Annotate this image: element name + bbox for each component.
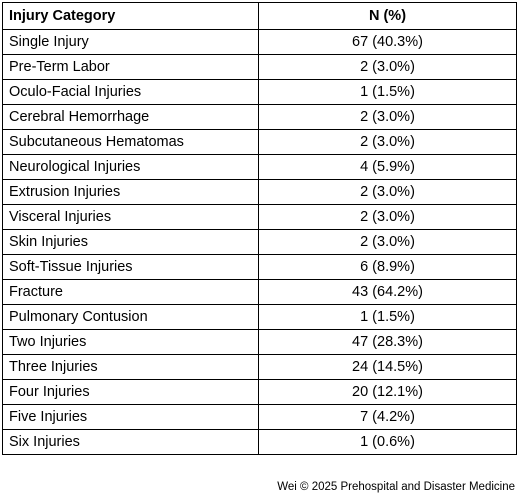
table-row: Oculo-Facial Injuries 1 (1.5%)	[2, 79, 517, 105]
row-count: 1 (1.5%)	[258, 79, 517, 105]
row-count: 1 (0.6%)	[258, 429, 517, 455]
row-category: Soft-Tissue Injuries	[2, 254, 259, 280]
table-row: Four Injuries 20 (12.1%)	[2, 379, 517, 405]
table-row: Soft-Tissue Injuries 6 (8.9%)	[2, 254, 517, 280]
copyright-caption: Wei © 2025 Prehospital and Disaster Medi…	[277, 481, 515, 493]
table-row: Three Injuries 24 (14.5%)	[2, 354, 517, 380]
row-category: Visceral Injuries	[2, 204, 259, 230]
table-row: Two Injuries 47 (28.3%)	[2, 329, 517, 355]
row-count: 67 (40.3%)	[258, 29, 517, 55]
table-row: Neurological Injuries 4 (5.9%)	[2, 154, 517, 180]
row-category: Single Injury	[2, 29, 259, 55]
row-count: 24 (14.5%)	[258, 354, 517, 380]
table-body: Single Injury 67 (40.3%) Pre-Term Labor …	[2, 29, 517, 455]
row-count: 4 (5.9%)	[258, 154, 517, 180]
table-header: Injury Category N (%)	[2, 2, 517, 30]
table-row: Single Injury 67 (40.3%)	[2, 29, 517, 55]
row-count: 2 (3.0%)	[258, 129, 517, 155]
row-category: Skin Injuries	[2, 229, 259, 255]
table-row: Pre-Term Labor 2 (3.0%)	[2, 54, 517, 80]
table-row: Fracture 43 (64.2%)	[2, 279, 517, 305]
row-category: Neurological Injuries	[2, 154, 259, 180]
row-count: 43 (64.2%)	[258, 279, 517, 305]
row-category: Extrusion Injuries	[2, 179, 259, 205]
table-row: Subcutaneous Hematomas 2 (3.0%)	[2, 129, 517, 155]
row-category: Six Injuries	[2, 429, 259, 455]
row-category: Five Injuries	[2, 404, 259, 430]
table-row: Visceral Injuries 2 (3.0%)	[2, 204, 517, 230]
row-category: Two Injuries	[2, 329, 259, 355]
row-category: Subcutaneous Hematomas	[2, 129, 259, 155]
header-row: Injury Category N (%)	[2, 2, 517, 30]
injury-category-table: Injury Category N (%) Single Injury 67 (…	[2, 2, 517, 455]
row-count: 2 (3.0%)	[258, 179, 517, 205]
row-count: 2 (3.0%)	[258, 54, 517, 80]
row-count: 7 (4.2%)	[258, 404, 517, 430]
row-category: Cerebral Hemorrhage	[2, 104, 259, 130]
row-category: Pulmonary Contusion	[2, 304, 259, 330]
table-row: Cerebral Hemorrhage 2 (3.0%)	[2, 104, 517, 130]
header-injury-category: Injury Category	[2, 2, 259, 30]
table-row: Extrusion Injuries 2 (3.0%)	[2, 179, 517, 205]
row-category: Three Injuries	[2, 354, 259, 380]
header-n-percent: N (%)	[258, 2, 517, 30]
row-category: Oculo-Facial Injuries	[2, 79, 259, 105]
row-count: 20 (12.1%)	[258, 379, 517, 405]
table-row: Six Injuries 1 (0.6%)	[2, 429, 517, 455]
row-count: 2 (3.0%)	[258, 104, 517, 130]
table-row: Pulmonary Contusion 1 (1.5%)	[2, 304, 517, 330]
table-row: Five Injuries 7 (4.2%)	[2, 404, 517, 430]
row-count: 6 (8.9%)	[258, 254, 517, 280]
injury-table-container: Injury Category N (%) Single Injury 67 (…	[2, 2, 517, 455]
row-category: Pre-Term Labor	[2, 54, 259, 80]
row-category: Four Injuries	[2, 379, 259, 405]
row-count: 2 (3.0%)	[258, 204, 517, 230]
row-count: 47 (28.3%)	[258, 329, 517, 355]
row-count: 1 (1.5%)	[258, 304, 517, 330]
row-category: Fracture	[2, 279, 259, 305]
table-row: Skin Injuries 2 (3.0%)	[2, 229, 517, 255]
row-count: 2 (3.0%)	[258, 229, 517, 255]
